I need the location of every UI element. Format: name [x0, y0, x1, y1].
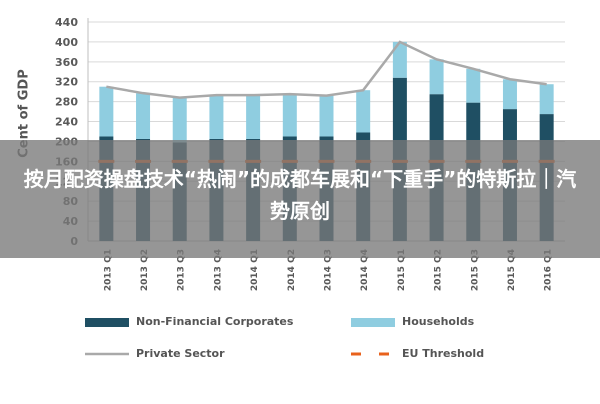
bar-households [539, 84, 554, 115]
legend: Non-Financial Corporates Households Priv… [0, 300, 600, 390]
caption-banner [0, 140, 600, 258]
x-tick-label: 2013 Q3 [177, 249, 187, 291]
x-tick-label: 2015 Q2 [434, 249, 444, 291]
legend-label-private-sector: Private Sector [136, 347, 225, 360]
legend-label-eu-threshold: EU Threshold [402, 347, 485, 360]
bar-households [209, 95, 224, 139]
x-tick-label: 2015 Q3 [470, 249, 480, 291]
y-tick-label: 280 [55, 96, 78, 109]
bar-households [246, 95, 261, 139]
bar-households [502, 79, 517, 110]
bar-households [99, 86, 114, 137]
bar-households [136, 93, 151, 139]
bar-households [392, 41, 407, 78]
bar-households [429, 59, 444, 95]
bar-households [172, 97, 187, 143]
bar-households [282, 94, 297, 137]
bar-households [356, 90, 371, 133]
y-tick-label: 360 [55, 56, 78, 69]
x-tick-label: 2013 Q4 [213, 249, 223, 291]
y-tick-label: 320 [55, 76, 78, 89]
x-tick-label: 2013 Q1 [103, 249, 113, 291]
y-tick-label: 440 [55, 16, 78, 29]
line-private-sector [106, 40, 547, 99]
x-tick-label: 2014 Q1 [250, 249, 260, 291]
legend-label-non-financial: Non-Financial Corporates [136, 315, 294, 328]
x-tick-label: 2014 Q2 [287, 249, 297, 291]
x-tick-label: 2015 Q1 [397, 249, 407, 291]
legend-swatch-households [351, 318, 395, 327]
bar-households [319, 95, 334, 137]
x-tick-label: 2016 Q1 [544, 249, 554, 291]
y-tick-label: 240 [55, 116, 78, 129]
y-tick-label: 400 [55, 36, 78, 49]
x-tick-label: 2014 Q3 [324, 249, 334, 291]
caption-text: 按月配资操盘技术“热闹”的成都车展和“下重手”的特斯拉｜汽势原创 [23, 167, 577, 223]
x-tick-label: 2015 Q4 [507, 249, 517, 291]
bar-households [466, 68, 481, 103]
legend-swatch-non-financial [85, 318, 129, 327]
legend-label-households: Households [402, 315, 475, 328]
x-tick-label: 2014 Q4 [360, 249, 370, 291]
x-tick-label: 2013 Q2 [140, 249, 150, 291]
